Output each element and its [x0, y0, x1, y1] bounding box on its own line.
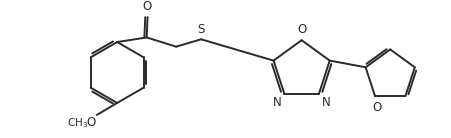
Text: N: N: [321, 96, 330, 109]
Text: O: O: [296, 23, 306, 36]
Text: O: O: [372, 101, 381, 114]
Text: O: O: [142, 0, 151, 14]
Text: CH$_3$: CH$_3$: [67, 116, 88, 130]
Text: S: S: [197, 23, 204, 36]
Text: O: O: [87, 116, 96, 129]
Text: N: N: [272, 96, 281, 109]
